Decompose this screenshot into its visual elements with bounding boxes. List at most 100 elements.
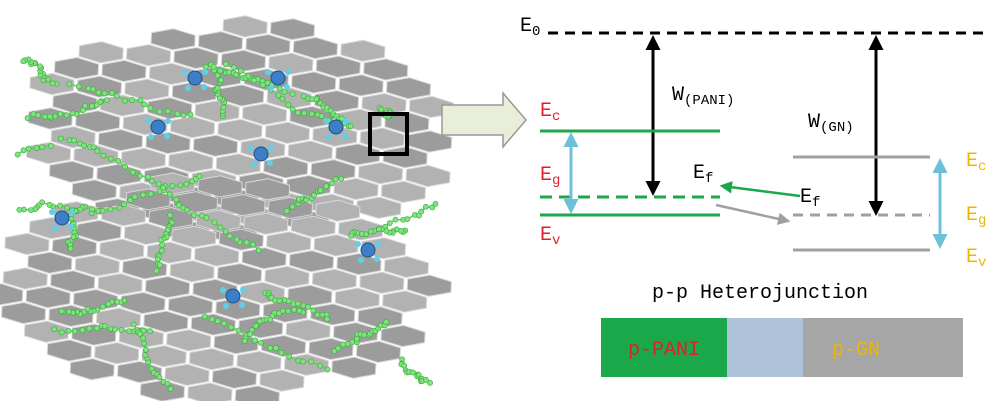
atom [149, 179, 154, 184]
atom [168, 386, 173, 391]
level-label: Eg [540, 164, 560, 189]
figure: E0 W(PANI) W(GN) Ec Eg Ev Ef Ef Ec Eg Ev… [0, 0, 990, 401]
transfer-arrow [722, 186, 800, 196]
atom [108, 207, 113, 212]
atom [286, 102, 291, 107]
atom [228, 325, 233, 330]
atom [290, 91, 295, 96]
atom [148, 191, 153, 196]
atom [311, 308, 316, 313]
vacuum-label: E0 [520, 15, 540, 40]
ion-ligand [68, 224, 74, 230]
ion-ligand [223, 303, 229, 309]
atom [58, 136, 63, 141]
atom [297, 308, 302, 313]
atom [138, 173, 143, 178]
atom [218, 78, 223, 83]
atom [178, 183, 183, 188]
gn-labels: Ec Eg Ev [966, 150, 986, 271]
atom [314, 96, 319, 101]
level-label: Ev [966, 246, 986, 271]
level-label: Ec [540, 100, 560, 125]
ion-ligand [343, 118, 349, 124]
ion-ligand [323, 118, 329, 124]
atom [362, 332, 367, 337]
ion-ligand [268, 145, 274, 151]
atom [192, 213, 197, 218]
atom [306, 304, 311, 309]
atom [159, 248, 164, 253]
atom [104, 97, 109, 102]
atom [324, 184, 329, 189]
atom [76, 84, 81, 89]
atom [280, 96, 285, 101]
atom [141, 341, 146, 346]
atom [197, 174, 202, 179]
atom [272, 298, 277, 303]
atom [165, 109, 170, 114]
atom [218, 68, 223, 73]
atom [35, 113, 40, 118]
atom [165, 381, 170, 386]
atom [273, 345, 278, 350]
atom [112, 327, 117, 332]
atom [286, 309, 291, 314]
atom [234, 237, 239, 242]
atom [339, 176, 344, 181]
ion-ligand [268, 85, 274, 91]
atom [226, 70, 231, 75]
atom [199, 213, 204, 218]
ion-ligand [52, 225, 58, 231]
atom [25, 116, 30, 121]
atom [48, 143, 53, 148]
atom [94, 326, 99, 331]
atom [89, 207, 94, 212]
atom [227, 233, 232, 238]
atom [59, 309, 64, 314]
atom [66, 309, 71, 314]
atom [315, 312, 320, 317]
atom [242, 338, 247, 343]
atom [158, 237, 163, 242]
atom [142, 102, 147, 107]
ion-ligand [148, 134, 154, 140]
atom [52, 327, 57, 332]
ion-ligand [185, 85, 191, 91]
atom [393, 217, 398, 222]
atom [57, 203, 62, 208]
atom [138, 98, 143, 103]
atom [157, 375, 162, 380]
atom [268, 317, 273, 322]
atom [148, 105, 153, 110]
atom [121, 202, 126, 207]
ion-ligand [355, 241, 361, 247]
atom [256, 248, 261, 253]
ion-ligand [251, 161, 257, 167]
atom [68, 246, 73, 251]
atom [100, 208, 105, 213]
ion-ligand [69, 209, 75, 215]
atom [130, 97, 135, 102]
atom [203, 64, 208, 69]
atom [37, 64, 42, 69]
atom [202, 314, 207, 319]
atom [109, 91, 114, 96]
atom [64, 205, 69, 210]
atom [140, 336, 145, 341]
ion-ligand [201, 84, 207, 90]
atom [376, 227, 381, 232]
atom [277, 86, 282, 91]
atom [387, 220, 392, 225]
atom [277, 298, 282, 303]
ion-ligand [240, 287, 246, 293]
atom [131, 322, 136, 327]
atom [309, 359, 314, 364]
atom [167, 192, 172, 197]
atom [282, 89, 287, 94]
transfer-arrow [716, 205, 788, 221]
atom [325, 317, 330, 322]
atom [71, 138, 76, 143]
atom [21, 148, 26, 153]
atom [251, 78, 256, 83]
atom [304, 197, 309, 202]
